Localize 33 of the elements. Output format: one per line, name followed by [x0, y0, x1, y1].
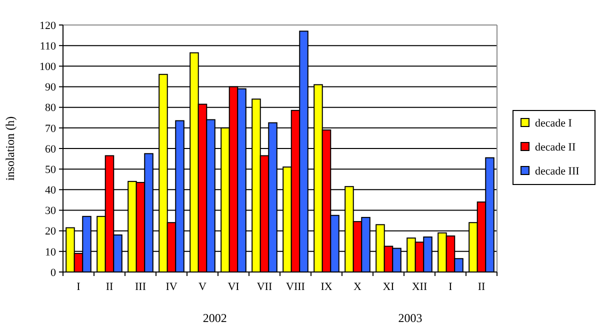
text: 2002	[202, 311, 227, 325]
y-tick-label: 90	[45, 82, 56, 94]
y-tick-label: 70	[45, 122, 56, 135]
y-tick-label: 10	[45, 246, 56, 258]
y-tick-label: 40	[45, 184, 56, 197]
x-tick-label: IV	[166, 281, 178, 293]
x-tick-label: V	[198, 281, 207, 293]
y-tick-label: 80	[45, 102, 56, 114]
x-tick-label: VII	[256, 281, 272, 293]
legend-label: decade I	[535, 117, 572, 130]
x-tick-label: I	[76, 281, 81, 293]
y-tick-label: 110	[40, 40, 56, 52]
x-tick-label: X	[354, 281, 362, 293]
x-tick-label: XI	[382, 281, 395, 293]
legend-label: decade II	[535, 141, 576, 154]
y-tick-label: 30	[45, 205, 56, 218]
y-tick-label: 120	[40, 20, 56, 32]
x-tick-label: XII	[412, 281, 428, 293]
text: 2003	[398, 311, 422, 325]
y-tick-label: 0	[50, 266, 56, 279]
x-tick-label: III	[135, 281, 146, 293]
x-tick-label: II	[106, 281, 114, 293]
x-tick-label: VI	[228, 281, 240, 293]
legend-label: decade III	[535, 165, 580, 178]
y-tick-label: 50	[45, 164, 56, 176]
x-tick-label: IX	[320, 281, 332, 293]
y-tick-label: 20	[45, 226, 56, 238]
x-tick-label: VIII	[286, 281, 306, 293]
y-tick-label: 60	[45, 143, 56, 156]
x-tick-label: II	[478, 281, 486, 293]
y-tick-label: 100	[40, 61, 56, 74]
y-axis-title: insolation (h)	[3, 116, 17, 181]
x-tick-label: I	[448, 281, 453, 293]
